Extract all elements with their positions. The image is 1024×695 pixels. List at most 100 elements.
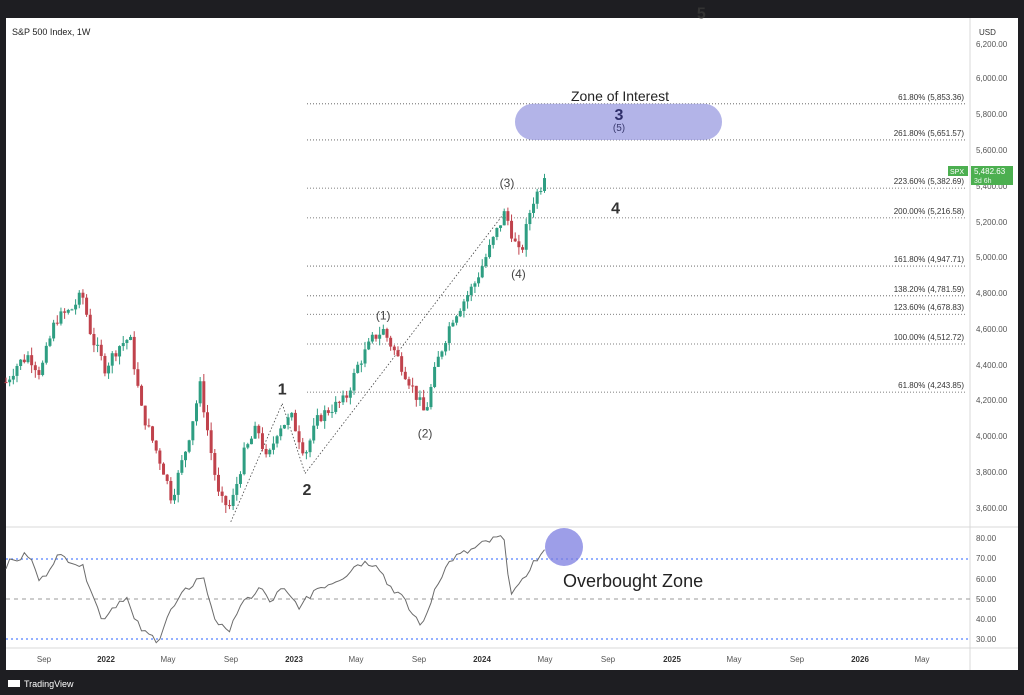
candle-body	[235, 483, 239, 495]
candle-body	[433, 366, 437, 387]
candle-body	[363, 349, 367, 364]
candle-body	[158, 450, 162, 464]
wave-label-minor: (3)	[500, 176, 515, 190]
candle-body	[418, 397, 422, 400]
candle-body	[110, 353, 114, 366]
candle-body	[85, 297, 89, 315]
candle-body	[337, 401, 341, 403]
candle-body	[330, 411, 334, 413]
candle-body	[510, 220, 514, 239]
rsi-pane	[5, 535, 545, 644]
candle-body	[403, 371, 407, 380]
time-tick: May	[537, 655, 552, 664]
rsi-tick: 80.00	[976, 534, 997, 543]
time-tick: 2024	[473, 655, 491, 664]
candle-body	[15, 365, 19, 376]
price-tick: 3,800.00	[976, 468, 1008, 477]
wave-label-minor: (1)	[376, 308, 391, 322]
zone-of-interest[interactable]	[515, 103, 722, 140]
wave-label-major: 4	[611, 201, 620, 218]
time-axis[interactable]: Sep 2022 May Sep 2023 May Sep 2024 May S…	[37, 655, 930, 664]
candle-body	[107, 365, 111, 374]
fib-label: 100.00% (4,512.72)	[894, 333, 965, 342]
price-tick: 5,800.00	[976, 110, 1008, 119]
candle-body	[184, 451, 188, 461]
candle-body	[227, 505, 231, 507]
candle-body	[374, 334, 378, 339]
price-tick: 3,600.00	[976, 504, 1008, 513]
price-tick: 4,800.00	[976, 289, 1008, 298]
tradingview-icon	[8, 680, 20, 687]
candle-body	[264, 448, 268, 455]
candle-body	[66, 309, 70, 313]
candle-body	[370, 334, 374, 342]
candle-body	[257, 425, 261, 434]
candle-body	[385, 328, 389, 338]
candle-body	[216, 474, 220, 492]
rsi-axis[interactable]: 80.00 70.00 60.00 50.00 40.00 30.00	[976, 534, 997, 644]
candle-body	[532, 203, 536, 213]
rsi-tick: 40.00	[976, 615, 997, 624]
candle-body	[147, 425, 151, 427]
time-tick: 2025	[663, 655, 681, 664]
candle-body	[231, 494, 235, 506]
candle-body	[524, 224, 528, 250]
candle-body	[198, 381, 202, 404]
candle-body	[414, 385, 418, 400]
candle-body	[151, 426, 155, 441]
candle-body	[440, 351, 444, 357]
candle-body	[88, 314, 92, 334]
candle-body	[271, 443, 275, 450]
candle-body	[315, 415, 319, 426]
candle-body	[444, 343, 448, 352]
candle-body	[319, 415, 323, 422]
symbol-tag: SPX	[950, 169, 964, 176]
candle-body	[191, 421, 195, 441]
candle-body	[52, 322, 56, 339]
price-tag-time: 3d 6h	[974, 178, 992, 185]
wave-connectors	[230, 211, 506, 522]
candle-body	[41, 362, 45, 375]
candle-body	[345, 395, 349, 398]
candle-body	[19, 359, 23, 366]
candle-body	[304, 452, 308, 454]
candle-body	[279, 428, 283, 437]
candle-body	[290, 412, 294, 418]
fib-label: 261.80% (5,651.57)	[894, 129, 965, 138]
candlestick-series	[4, 173, 547, 513]
candle-body	[187, 440, 191, 452]
fib-levels	[307, 103, 966, 393]
candle-body	[209, 430, 213, 454]
candle-body	[392, 346, 396, 351]
candle-body	[173, 494, 177, 501]
candle-body	[356, 364, 360, 373]
price-axis[interactable]: 6,200.00 6,000.00 5,800.00 5,600.00 5,40…	[976, 40, 1008, 513]
price-tag-value: 5,482.63	[974, 167, 1006, 176]
candle-body	[499, 225, 503, 228]
candle-body	[260, 433, 264, 449]
tradingview-logo: TradingView	[8, 679, 74, 689]
candle-body	[543, 178, 547, 191]
candle-body	[334, 401, 338, 412]
candle-body	[114, 353, 118, 357]
wave-label-major: 5	[697, 5, 706, 22]
price-tick: 4,600.00	[976, 325, 1008, 334]
price-tick: 5,000.00	[976, 253, 1008, 262]
candle-body	[521, 247, 525, 250]
candle-body	[55, 322, 59, 324]
candle-body	[194, 403, 198, 422]
rsi-line	[5, 535, 545, 644]
candle-body	[301, 442, 305, 454]
currency-label: USD	[979, 28, 996, 37]
candle-body	[275, 436, 279, 444]
candle-body	[63, 311, 67, 313]
candle-body	[458, 310, 462, 317]
candle-body	[92, 333, 96, 346]
candle-body	[103, 355, 107, 374]
candle-body	[466, 295, 470, 302]
fib-label: 161.80% (4,947.71)	[894, 255, 965, 264]
candle-body	[451, 322, 455, 327]
candle-body	[238, 474, 242, 484]
candle-body	[220, 491, 224, 496]
